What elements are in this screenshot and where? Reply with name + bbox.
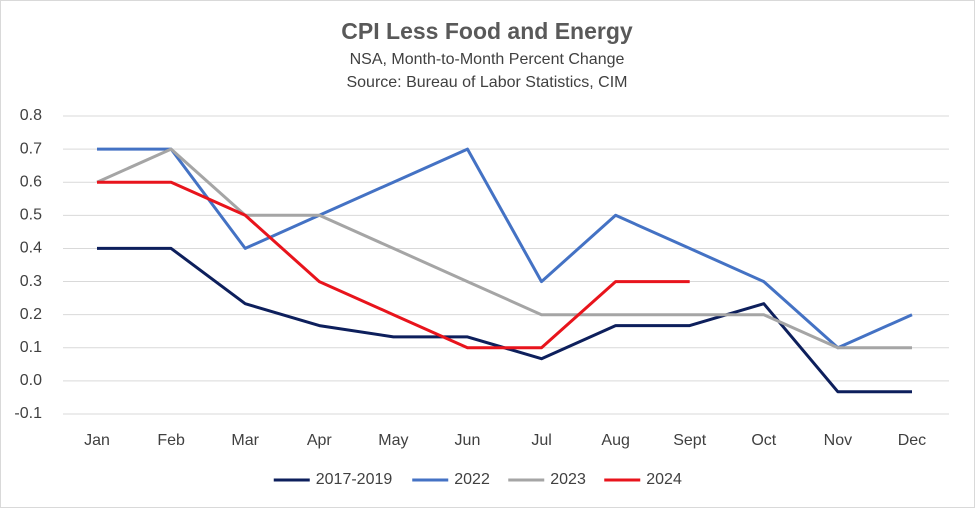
chart-subtitle: NSA, Month-to-Month Percent Change — [350, 51, 625, 68]
x-tick-label: Mar — [231, 432, 259, 449]
x-tick-label: Apr — [307, 432, 333, 449]
x-tick-label: Feb — [157, 432, 185, 449]
y-tick-label: 0.1 — [20, 339, 42, 356]
series-line — [97, 180, 690, 350]
y-tick-label: 0.7 — [20, 140, 42, 157]
x-tick-label: Sept — [673, 432, 706, 449]
x-tick-label: Jan — [84, 432, 110, 449]
x-tick-label: Aug — [601, 432, 629, 449]
legend-label: 2022 — [454, 471, 490, 488]
y-tick-label: 0.0 — [20, 372, 42, 389]
legend-label: 2017-2019 — [316, 471, 393, 488]
series-line — [96, 147, 912, 350]
x-tick-label: Jul — [531, 432, 551, 449]
x-tick-label: Nov — [824, 432, 852, 449]
y-tick-label: 0.3 — [20, 273, 42, 290]
legend-label: 2024 — [646, 471, 682, 488]
y-tick-label: 0.2 — [20, 306, 42, 323]
legend-label: 2023 — [550, 471, 586, 488]
y-tick-label: 0.5 — [20, 207, 42, 224]
chart-title: CPI Less Food and Energy — [341, 18, 633, 44]
y-tick-label: -0.1 — [14, 405, 42, 422]
x-tick-label: May — [378, 432, 408, 449]
chart-subtitle: Source: Bureau of Labor Statistics, CIM — [346, 74, 627, 91]
y-tick-label: 0.4 — [20, 240, 42, 257]
y-tick-label: 0.8 — [20, 107, 42, 124]
x-tick-label: Dec — [898, 432, 926, 449]
y-tick-label: 0.6 — [20, 173, 42, 190]
series-line — [97, 147, 913, 350]
x-tick-label: Jun — [455, 432, 481, 449]
x-tick-label: Oct — [751, 432, 776, 449]
